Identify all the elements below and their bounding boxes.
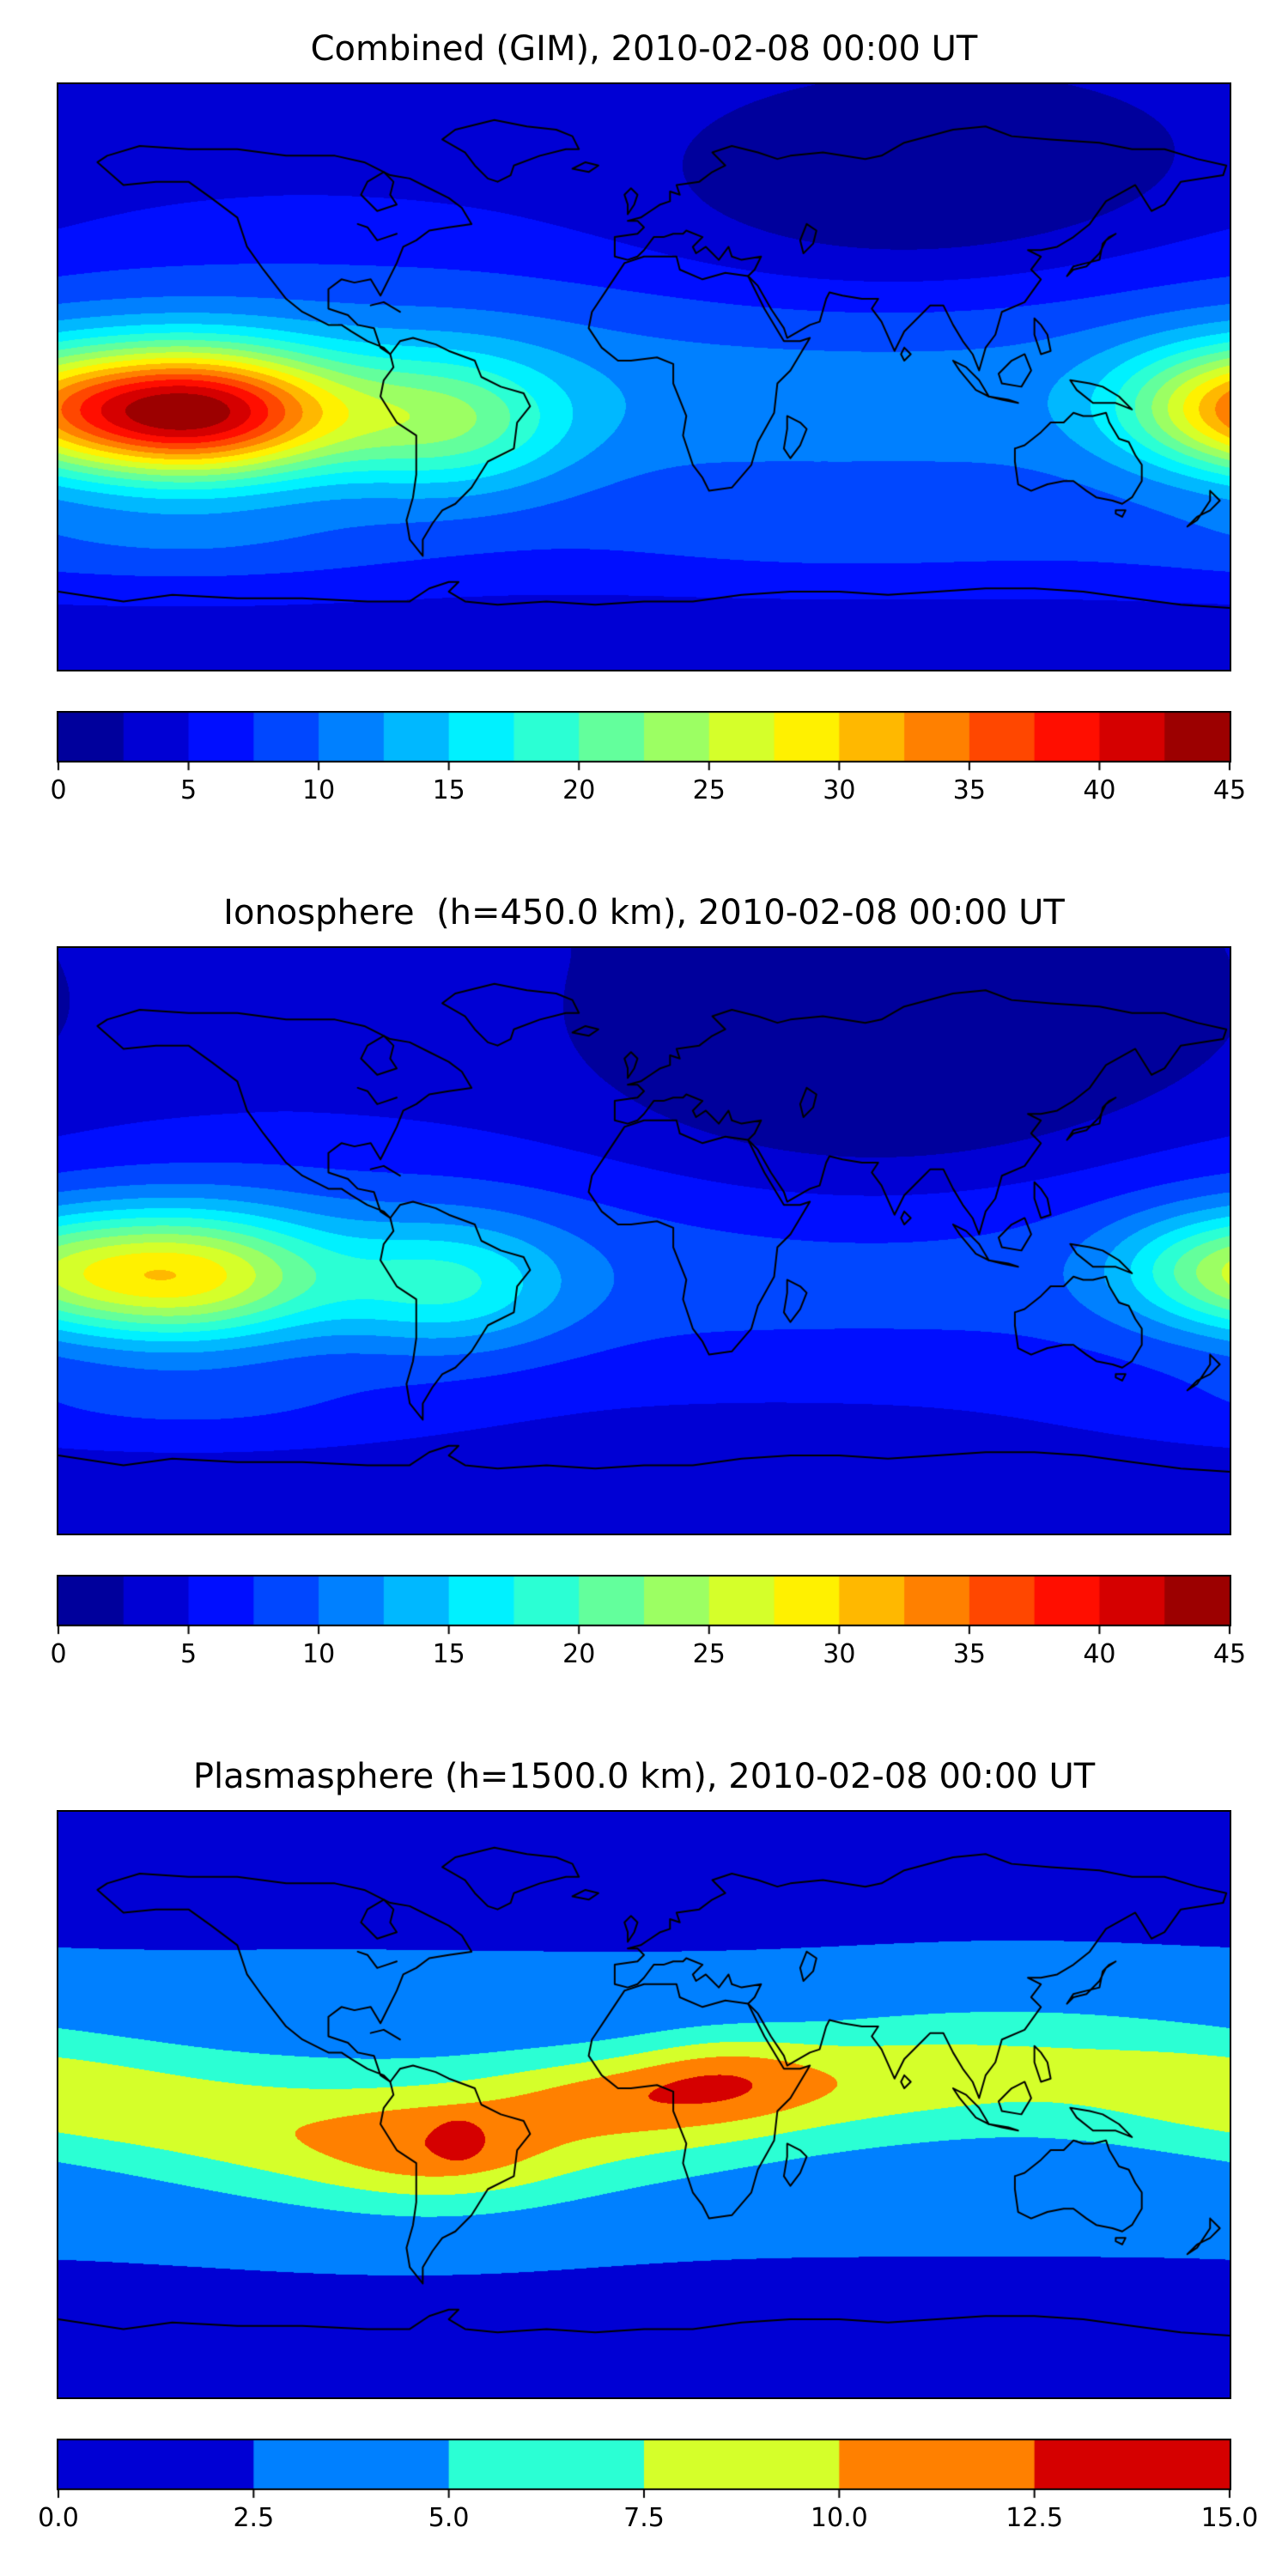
panel-title-ionosphere: Ionosphere (h=450.0 km), 2010-02-08 00:0… bbox=[223, 893, 1065, 933]
colorbar-tick-label: 35 bbox=[952, 775, 986, 805]
colorbar-tick-label: 5.0 bbox=[428, 2503, 470, 2533]
colorbar-tick-label: 45 bbox=[1212, 775, 1247, 805]
colorbar-tick-label: 5 bbox=[180, 775, 197, 805]
colorbar-tick-label: 20 bbox=[562, 1639, 596, 1669]
colorbar-tick-label: 10.0 bbox=[810, 2503, 868, 2533]
colorbar-combined bbox=[57, 711, 1231, 771]
panel-ionosphere: Ionosphere (h=450.0 km), 2010-02-08 00:0… bbox=[0, 893, 1288, 1674]
colorbar-tick-label: 25 bbox=[692, 1639, 726, 1669]
colorbar-tick-label: 30 bbox=[823, 1639, 856, 1669]
world-contour-map-ionosphere bbox=[57, 946, 1231, 1535]
world-contour-map-combined bbox=[57, 82, 1231, 671]
panel-title-plasmasphere: Plasmasphere (h=1500.0 km), 2010-02-08 0… bbox=[192, 1757, 1096, 1796]
panel-title-combined: Combined (GIM), 2010-02-08 00:00 UT bbox=[310, 29, 978, 69]
colorbar-tick-label: 7.5 bbox=[623, 2503, 665, 2533]
colorbar-tick-label: 35 bbox=[952, 1639, 986, 1669]
world-contour-map-plasmasphere bbox=[57, 1810, 1231, 2399]
colorbar-tick-row-combined: 0 5 10 15 20 25 30 35 40 45 bbox=[50, 773, 1246, 811]
colorbar-tick-label: 15 bbox=[432, 775, 465, 805]
colorbar-tick-label: 0.0 bbox=[38, 2503, 79, 2533]
colorbar-tick-label: 10 bbox=[302, 1639, 336, 1669]
colorbar-plasmasphere bbox=[57, 2439, 1231, 2499]
colorbar-tick-row-ionosphere: 0 5 10 15 20 25 30 35 40 45 bbox=[50, 1637, 1246, 1674]
colorbar-tick-label: 2.5 bbox=[233, 2503, 275, 2533]
colorbar-tick-label: 45 bbox=[1212, 1639, 1247, 1669]
colorbar-tick-label: 15 bbox=[432, 1639, 465, 1669]
colorbar-tick-label: 40 bbox=[1083, 775, 1116, 805]
colorbar-tick-label: 20 bbox=[562, 775, 596, 805]
colorbar-tick-label: 15.0 bbox=[1200, 2503, 1259, 2533]
colorbar-tick-label: 30 bbox=[823, 775, 856, 805]
colorbar-tick-row-plasmasphere: 0.0 2.5 5.0 7.5 10.0 12.5 15.0 bbox=[38, 2500, 1258, 2538]
colorbar-tick-label: 25 bbox=[692, 775, 726, 805]
colorbar-tick-label: 10 bbox=[302, 775, 336, 805]
colorbar-ionosphere bbox=[57, 1575, 1231, 1635]
colorbar-tick-label: 40 bbox=[1083, 1639, 1116, 1669]
colorbar-tick-label: 5 bbox=[180, 1639, 197, 1669]
panel-combined-gim: Combined (GIM), 2010-02-08 00:00 UT 0 5 10… bbox=[0, 29, 1288, 811]
colorbar-tick-label: 12.5 bbox=[1005, 2503, 1064, 2533]
panel-plasmasphere: Plasmasphere (h=1500.0 km), 2010-02-08 0… bbox=[0, 1757, 1288, 2538]
colorbar-tick-label: 0 bbox=[50, 775, 67, 805]
colorbar-tick-label: 0 bbox=[50, 1639, 67, 1669]
